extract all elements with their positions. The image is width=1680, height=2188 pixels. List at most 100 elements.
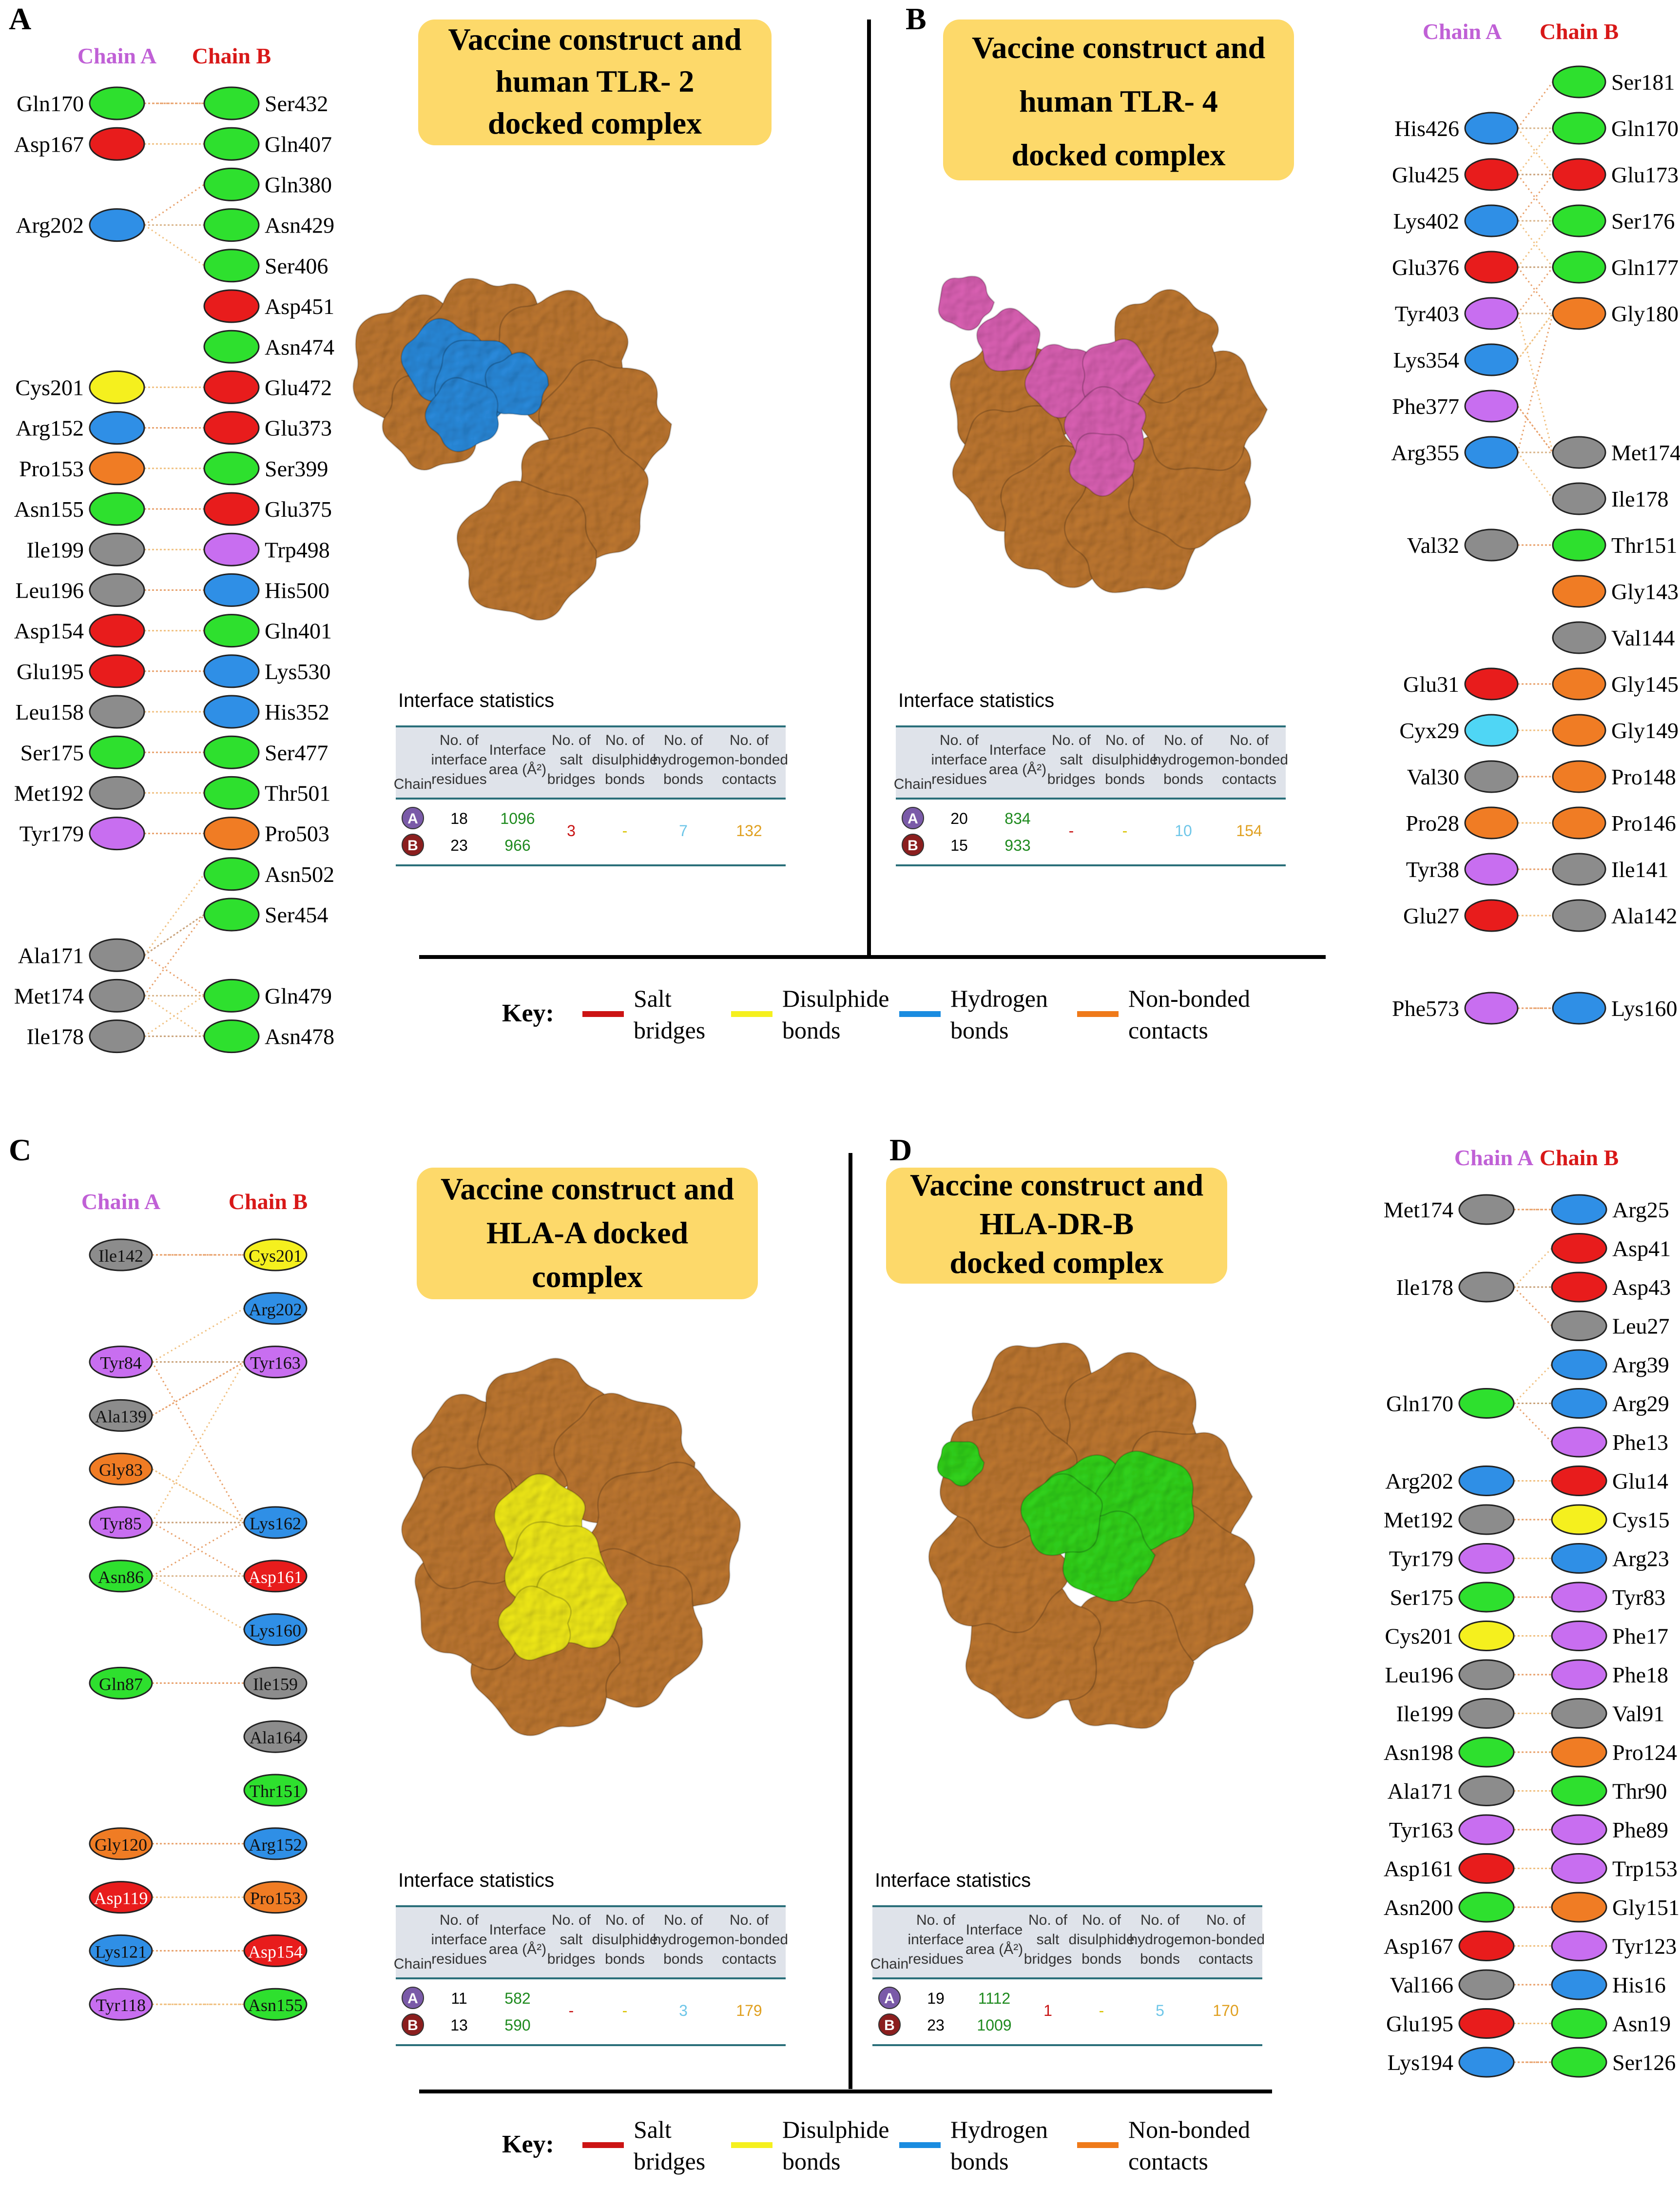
residue-node bbox=[1458, 2047, 1515, 2078]
residue-arg23: Arg23 bbox=[1551, 1543, 1669, 1574]
chain-badge-text: A bbox=[884, 1991, 895, 2007]
chain-badge: A bbox=[402, 807, 424, 829]
residue-node bbox=[1464, 390, 1519, 423]
residue-asp161: Asp161 bbox=[1384, 1853, 1515, 1884]
residue-node bbox=[89, 411, 145, 445]
residue-node bbox=[203, 208, 260, 242]
residue-pro146: Pro146 bbox=[1552, 806, 1676, 840]
residue-label: Lys402 bbox=[1393, 209, 1459, 234]
column-header-text: bonds bbox=[1163, 771, 1203, 787]
residue-lys354: Lys354 bbox=[1393, 343, 1519, 376]
residue-label: Phe377 bbox=[1392, 394, 1459, 419]
residue-node bbox=[1458, 1504, 1515, 1535]
key-text: Salt bbox=[634, 985, 672, 1012]
contact-line bbox=[1513, 1286, 1553, 1327]
residue-asn19: Asn19 bbox=[1551, 2008, 1671, 2039]
column-header-text: Interface bbox=[489, 742, 546, 758]
residue-node bbox=[203, 614, 260, 648]
residue-node bbox=[243, 1827, 308, 1860]
residue-gly149: Gly149 bbox=[1552, 714, 1679, 747]
residue-node bbox=[1552, 436, 1606, 469]
residue-gln170: Gln170 bbox=[1386, 1388, 1515, 1419]
contact-line bbox=[1517, 452, 1554, 499]
residue-label: Asp43 bbox=[1612, 1275, 1671, 1300]
residue-label: Gly149 bbox=[1611, 718, 1679, 743]
residue-gln407: Gln407 bbox=[203, 127, 332, 161]
chain-badge-circle bbox=[402, 2013, 424, 2036]
residue-node bbox=[203, 695, 260, 729]
residue-node bbox=[203, 330, 260, 364]
residue-label: Gly143 bbox=[1611, 579, 1679, 604]
residue-node bbox=[1464, 158, 1519, 191]
residue-tyr118: Tyr118 bbox=[89, 1988, 153, 2021]
residue-ser175: Ser175 bbox=[20, 735, 145, 769]
residue-node bbox=[203, 532, 260, 567]
vaccine-surface bbox=[938, 275, 995, 331]
interface-statistics: Interface statistics Chain No. of interface… bbox=[870, 1870, 1265, 2046]
residue-node bbox=[203, 978, 260, 1013]
residue-label: Pro28 bbox=[1406, 811, 1459, 836]
column-header-text: No. of bbox=[916, 1912, 956, 1928]
key-text: Non-bonded bbox=[1128, 2116, 1250, 2143]
column-header-text: interface bbox=[431, 1932, 487, 1948]
residue-label: His500 bbox=[265, 578, 329, 603]
column-header-text: bonds bbox=[605, 1951, 645, 1967]
contact-line bbox=[1517, 267, 1554, 314]
column-header-text: salt bbox=[1037, 1932, 1060, 1948]
residue-label: Arg25 bbox=[1612, 1197, 1669, 1222]
column-header-text: hydrogen bbox=[1153, 752, 1214, 768]
contact-line bbox=[151, 1361, 245, 1523]
residue-label: Met174 bbox=[1611, 440, 1680, 465]
column-header-text: No. of bbox=[730, 1912, 769, 1928]
stat-salt: 3 bbox=[567, 822, 576, 840]
residue-gly145: Gly145 bbox=[1552, 667, 1679, 701]
column-header-text: salt bbox=[1060, 752, 1083, 768]
residue-node bbox=[1551, 1310, 1607, 1341]
chain-badge: B bbox=[402, 2013, 424, 2036]
residue-label: Leu196 bbox=[15, 578, 84, 603]
residue-label: Leu27 bbox=[1612, 1314, 1670, 1339]
residue-label: Asn200 bbox=[1384, 1895, 1453, 1920]
table-header-bg bbox=[896, 727, 1286, 798]
column-header-text: bonds bbox=[1140, 1951, 1180, 1967]
residue-lys160: Lys160 bbox=[243, 1613, 308, 1646]
residue-node bbox=[243, 1774, 308, 1807]
vaccine-surface bbox=[498, 1585, 572, 1661]
residue-thr151: Thr151 bbox=[1552, 528, 1677, 562]
residue-node bbox=[89, 208, 145, 242]
residue-node bbox=[1551, 1931, 1607, 1961]
residue-asp167: Asp167 bbox=[14, 127, 145, 161]
table-column-header: Interface area (Å²) bbox=[966, 1922, 1023, 1957]
residue-node bbox=[1464, 806, 1519, 840]
column-header-text: area (Å²) bbox=[489, 1941, 546, 1957]
residue-arg202: Arg202 bbox=[16, 208, 145, 242]
title-line: human TLR- 2 bbox=[496, 64, 695, 98]
residue-label: Asp154 bbox=[248, 1942, 303, 1961]
stat-disulphide: - bbox=[622, 822, 628, 840]
residue-node bbox=[89, 1238, 153, 1271]
column-header-text: No. of bbox=[1028, 1912, 1068, 1928]
residue-label: Cys201 bbox=[249, 1246, 302, 1266]
column-header-text: No. of bbox=[552, 732, 591, 748]
column-header-text: bridges bbox=[547, 1951, 595, 1967]
key-text: Hydrogen bbox=[950, 985, 1048, 1012]
residue-node bbox=[203, 370, 260, 404]
contact-line bbox=[1517, 81, 1554, 129]
residue-gly120: Gly120 bbox=[89, 1827, 153, 1860]
residue-node bbox=[1552, 621, 1606, 654]
residue-node bbox=[1551, 1233, 1607, 1264]
key-text: bridges bbox=[634, 1016, 705, 1044]
column-header-text: Chain bbox=[394, 776, 432, 792]
residue-label: Gln479 bbox=[265, 984, 332, 1009]
key-text: Disulphide bbox=[782, 985, 889, 1012]
column-header-text: bonds bbox=[663, 1951, 703, 1967]
residue-node bbox=[89, 695, 145, 729]
title-line: HLA-DR-B bbox=[980, 1206, 1134, 1241]
table-column-header: No. of salt bridges bbox=[547, 1912, 595, 1967]
contact-line bbox=[1517, 313, 1554, 453]
stat-hydrogen: 5 bbox=[1156, 2002, 1164, 2019]
residue-thr90: Thr90 bbox=[1551, 1776, 1667, 1806]
residue-label: Arg23 bbox=[1612, 1546, 1669, 1571]
table-column-header: No. of salt bridges bbox=[547, 732, 595, 787]
residue-label: Ser454 bbox=[265, 902, 328, 927]
